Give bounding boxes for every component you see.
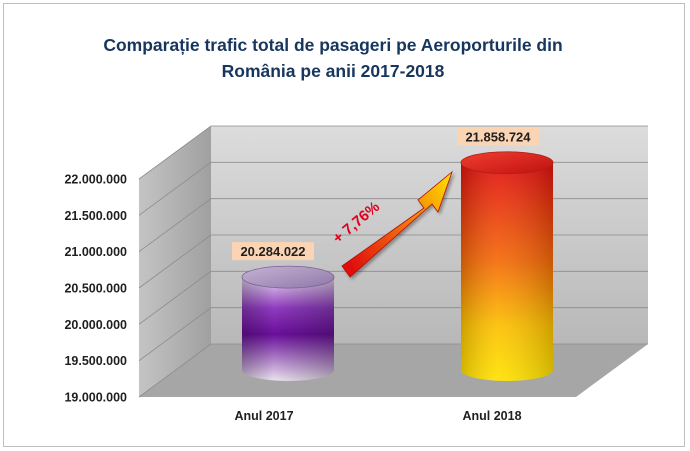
chart-svg: Comparație trafic total de pasageri pe A… (64, 35, 648, 423)
growth-arrow (341, 170, 453, 278)
chart-title-line-1: Comparație trafic total de pasageri pe A… (103, 35, 562, 55)
bar-top (460, 151, 554, 175)
data-label-bg-2017 (232, 242, 314, 261)
category-label-2017: Anul 2017 (234, 409, 293, 423)
y-tick-label: 19.000.000 (64, 391, 127, 405)
gridline (138, 125, 648, 180)
y-tick-label: 20.000.000 (64, 318, 127, 332)
bar-top (241, 265, 335, 289)
data-label-2017: 20.284.022 (240, 244, 305, 259)
data-label-bg-2018 (457, 127, 539, 146)
chart-frame: Comparație trafic total de pasageri pe A… (3, 3, 685, 447)
bar-anul-2018 (460, 151, 554, 381)
bar-shading (461, 162, 553, 381)
bar-anul-2017 (241, 265, 335, 381)
bar-shading (242, 277, 334, 381)
y-tick-label: 21.500.000 (64, 209, 127, 223)
y-axis-ticks: 19.000.000 19.500.000 20.000.000 20.500.000… (64, 173, 127, 405)
y-tick-label: 19.500.000 (64, 354, 127, 368)
data-label-2018: 21.858.724 (465, 130, 531, 145)
chart-title-line-2: România pe anii 2017-2018 (222, 61, 445, 81)
y-tick-label: 21.000.000 (64, 245, 127, 259)
chart-floor (139, 344, 648, 397)
y-tick-label: 20.500.000 (64, 282, 127, 296)
y-tick-label: 22.000.000 (64, 173, 127, 187)
category-label-2018: Anul 2018 (462, 409, 521, 423)
